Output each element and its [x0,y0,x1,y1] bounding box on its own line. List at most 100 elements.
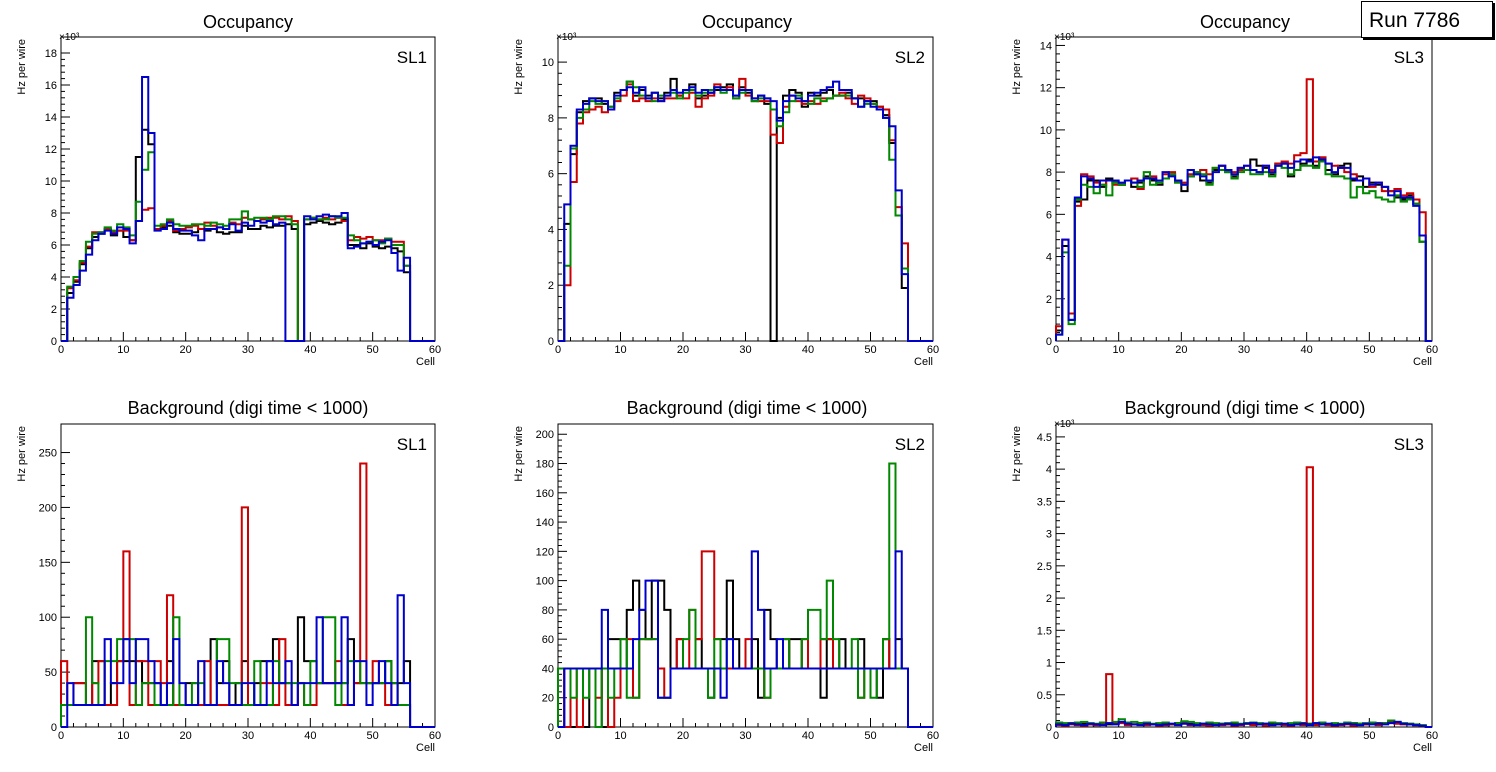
histogram-series-green [60,616,435,728]
chart-panel: Background (digi time < 1000) 0 0.5 1 1.5 2 2.… [1011,398,1438,754]
chart-title: Background (digi time < 1000) [128,398,369,418]
y-axis-multiplier: ×10³ [59,32,80,43]
x-axis-label: Cell [914,356,933,368]
histogram-series-black [558,77,933,342]
chart-title: Background (digi time < 1000) [627,398,868,418]
y-tick-label: 3 [1046,529,1052,541]
x-tick-label: 20 [180,344,192,356]
x-tick-label: 60 [429,344,441,356]
y-tick-label: 4.5 [1037,432,1052,444]
y-tick-label: 12 [1040,83,1052,95]
y-tick-label: 8 [51,208,57,220]
run-number-label: Run 7786 [1361,1,1493,38]
y-tick-label: 250 [39,448,57,460]
y-tick-label: 14 [1040,40,1052,52]
x-axis-label: Cell [416,356,435,368]
y-tick-label: 0 [1046,722,1052,734]
x-tick-label: 50 [864,344,876,356]
y-axis-label: Hz per wire [1011,39,1023,95]
x-tick-label: 0 [58,344,64,356]
y-tick-label: 100 [39,612,57,624]
x-tick-label: 20 [1175,730,1187,742]
x-tick-label: 50 [1363,730,1375,742]
x-axis-label: Cell [1413,742,1432,754]
y-tick-label: 60 [542,634,554,646]
superlayer-tag: SL2 [895,435,925,454]
y-tick-label: 3.5 [1037,496,1052,508]
x-tick-label: 0 [1053,344,1059,356]
y-tick-label: 0 [51,722,57,734]
x-tick-label: 0 [555,344,561,356]
y-tick-label: 180 [536,459,554,471]
y-tick-label: 4 [1046,464,1052,476]
x-tick-label: 20 [677,730,689,742]
x-tick-label: 0 [58,730,64,742]
x-tick-label: 10 [1113,730,1125,742]
x-tick-label: 50 [367,344,379,356]
y-tick-label: 160 [536,488,554,500]
y-axis-label: Hz per wire [513,39,525,95]
histogram-series-blue [558,550,933,728]
x-tick-label: 0 [1053,730,1059,742]
x-axis-label: Cell [914,742,933,754]
chart-title: Background (digi time < 1000) [1125,398,1366,418]
histogram-series-red [558,77,933,342]
x-tick-label: 10 [117,344,129,356]
y-tick-label: 20 [542,693,554,705]
histogram-series-blue [61,76,435,342]
x-tick-label: 60 [429,730,441,742]
superlayer-tag: SL3 [1394,435,1424,454]
x-tick-label: 60 [927,344,939,356]
histogram-series-red [60,462,435,728]
y-tick-label: 10 [1040,125,1052,137]
y-tick-label: 6 [51,240,57,252]
y-tick-label: 2 [51,304,57,316]
x-tick-label: 10 [614,730,626,742]
y-tick-label: 14 [45,112,57,124]
y-tick-label: 1.5 [1037,625,1052,637]
y-tick-label: 4 [1046,252,1052,264]
x-tick-label: 60 [1426,344,1438,356]
x-tick-label: 30 [242,730,254,742]
y-tick-label: 0.5 [1037,690,1052,702]
x-tick-label: 30 [242,344,254,356]
histogram-series-red [1055,466,1432,728]
y-axis-label: Hz per wire [513,426,525,482]
chart-panel: Occupancy 0 2 4 6 8 10 12 14 16 18 0 10 20 30 40 50 60Cel… [16,12,441,368]
y-tick-label: 4 [548,224,554,236]
histogram-series-green [1055,160,1432,342]
y-tick-label: 10 [45,176,57,188]
y-tick-label: 0 [1046,336,1052,348]
x-axis-label: Cell [416,742,435,754]
histogram-series-red [1055,78,1432,342]
histogram-series-blue [1055,720,1432,728]
y-axis-label: Hz per wire [16,39,28,95]
y-tick-label: 12 [45,144,57,156]
histogram-series-red [61,207,435,342]
y-tick-label: 8 [1046,167,1052,179]
x-tick-label: 40 [802,344,814,356]
y-tick-label: 2 [548,280,554,292]
x-tick-label: 50 [864,730,876,742]
y-tick-label: 16 [45,80,57,92]
x-tick-label: 60 [927,730,939,742]
x-tick-label: 30 [739,730,751,742]
x-tick-label: 40 [304,344,316,356]
y-tick-label: 6 [548,169,554,181]
superlayer-tag: SL1 [397,48,427,67]
y-tick-label: 0 [548,722,554,734]
y-tick-label: 1 [1046,658,1052,670]
y-axis-label: Hz per wire [1011,426,1023,482]
x-tick-label: 10 [1113,344,1125,356]
y-axis-multiplier: ×10³ [1054,32,1075,43]
y-tick-label: 10 [542,57,554,69]
y-tick-label: 120 [536,546,554,558]
histogram-series-blue [558,80,933,342]
histogram-series-blue [1055,156,1432,342]
chart-panel: Background (digi time < 1000)05010015020… [16,398,441,754]
plot-frame [60,36,436,342]
x-tick-label: 10 [614,344,626,356]
y-tick-label: 18 [45,48,57,60]
superlayer-tag: SL1 [397,435,427,454]
superlayer-tag: SL2 [895,48,925,67]
